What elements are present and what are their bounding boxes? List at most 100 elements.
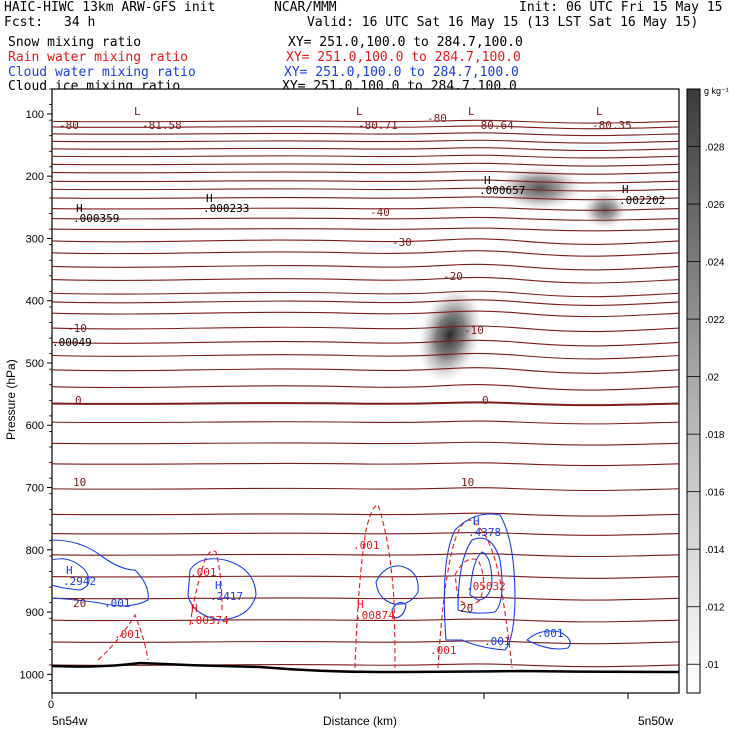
isotherm-line [51, 512, 680, 517]
temp-label: 0 [482, 394, 489, 407]
colorbar-label: .012 [705, 603, 725, 614]
rain-contour [189, 550, 223, 626]
isotherm-line [51, 553, 680, 558]
x-start-label: 5n54w [52, 714, 88, 728]
isotherm-line [51, 276, 680, 284]
isotherm-line [51, 352, 680, 360]
temp-low-label: -80.64 [474, 119, 514, 132]
isotherm-line [51, 227, 680, 232]
isotherm-line [51, 299, 680, 306]
cloud-water-high-label: .2417 [210, 590, 243, 603]
field-name-snow: Snow mixing ratio [8, 35, 142, 50]
high-marker: H [191, 602, 198, 615]
temp-label: -20 [443, 270, 463, 283]
temp-low-label: -80.35 [592, 119, 632, 132]
x-end-label: 5n50w [638, 714, 674, 728]
isotherm-line [51, 441, 680, 446]
rain-high-label: .00374 [189, 614, 229, 627]
field-name-rain: Rain water mixing ratio [8, 50, 189, 65]
isotherm-line [51, 574, 680, 579]
colorbar-label: .016 [705, 488, 725, 499]
y-tick-label: 900 [26, 607, 44, 619]
colorbar-unit: g kg⁻¹ [704, 86, 729, 96]
run-title: HAIC-HIWC 13km ARW-GFS init [4, 0, 216, 15]
colorbar-label: .01 [705, 660, 719, 671]
x-axis-title: Distance (km) [323, 714, 397, 728]
y-tick-label: 500 [26, 358, 44, 370]
isotherm-line [51, 339, 680, 347]
low-marker: L [356, 105, 363, 118]
x-axis [51, 693, 629, 699]
colorbar-label: .014 [705, 545, 725, 556]
cloud-water-contour [187, 558, 257, 621]
cloud-water-high-label: .4378 [468, 526, 501, 539]
y-tick-label: 1000 [20, 669, 44, 681]
isotherm-line [51, 640, 680, 645]
high-marker: H [484, 174, 491, 187]
y-axis: 100 200 300 400 500 600 700 800 900 1000 [20, 88, 52, 681]
rain-contour-label: .001 [114, 628, 141, 641]
colorbar-label: .028 [705, 143, 725, 154]
init-time: Init: 06 UTC Fri 15 May 15 [519, 0, 723, 15]
isotherm-line [51, 618, 680, 623]
y-tick-label: 700 [26, 483, 44, 495]
colorbar-label: .022 [705, 315, 725, 326]
rain-contour-label: .001 [353, 539, 380, 552]
temperature-isotherms [51, 119, 680, 668]
rain-contour [97, 613, 149, 661]
isotherm-line [51, 154, 680, 159]
cloud-water-contour [375, 565, 419, 605]
temp-label: 10 [461, 476, 474, 489]
ice-high-label: .000359 [73, 212, 119, 225]
isotherm-line [51, 162, 680, 167]
isotherm-line [51, 596, 680, 601]
high-marker: H [66, 564, 73, 577]
colorbar: .01 .012 .014 .016 .018 .02 .022 .024 .026 .028 [686, 88, 725, 694]
high-marker: H [622, 183, 629, 196]
colorbar-label: .024 [705, 258, 725, 269]
colorbar-label: .02 [705, 373, 719, 384]
isotherm-line [51, 250, 680, 257]
isotherm-line [51, 462, 680, 467]
valid-time: Valid: 16 UTC Sat 16 May 15 (13 LST Sat … [307, 15, 699, 30]
isotherm-line [51, 238, 680, 245]
cloud-water-contour-label: .001 [484, 635, 511, 648]
field-name-cloud-water: Cloud water mixing ratio [8, 65, 196, 80]
cloud-water-contours [51, 513, 571, 651]
cloud-water-contour [51, 558, 90, 591]
y-axis-title: Pressure (hPa) [4, 359, 18, 440]
low-marker: L [596, 105, 603, 118]
isotherm-line [51, 290, 680, 298]
cloud-water-high-label: .2942 [63, 575, 96, 588]
ice-value-label: .00049 [52, 336, 92, 349]
temp-label: 10 [73, 476, 86, 489]
y-tick-label: 100 [26, 109, 44, 121]
isotherm-line [51, 325, 680, 333]
high-marker: H [357, 598, 364, 611]
field-xy-cloud-water: XY= 251.0,100.0 to 284.7,100.0 [284, 65, 519, 80]
forecast-hour: 34 h [64, 15, 96, 30]
rain-contour-label: .001 [430, 644, 457, 657]
isotherm-line [51, 383, 680, 391]
cloud-water-contour [51, 539, 149, 607]
terrain-surface-line [51, 661, 680, 674]
temp-low-label: -80.71 [358, 119, 398, 132]
isotherm-line [51, 187, 680, 192]
isotherm-line [51, 170, 680, 175]
temp-label: 0 [75, 394, 82, 407]
isotherm-line [51, 125, 680, 130]
forecast-label: Fcst: [4, 15, 44, 30]
isotherm-line [51, 263, 680, 271]
cloud-water-contour-label: .001 [537, 627, 564, 640]
high-marker: H [206, 192, 213, 205]
isotherm-line [51, 487, 680, 492]
colorbar-label: .026 [705, 200, 725, 211]
low-marker: L [134, 105, 141, 118]
low-marker: L [468, 105, 475, 118]
colorbar-scale [686, 88, 701, 694]
ice-high-label: .000657 [479, 184, 525, 197]
cloud-water-contour [443, 513, 516, 651]
field-xy-rain: XY= 251.0,100.0 to 284.7,100.0 [286, 50, 521, 65]
rain-value-label: .05032 [466, 580, 506, 593]
